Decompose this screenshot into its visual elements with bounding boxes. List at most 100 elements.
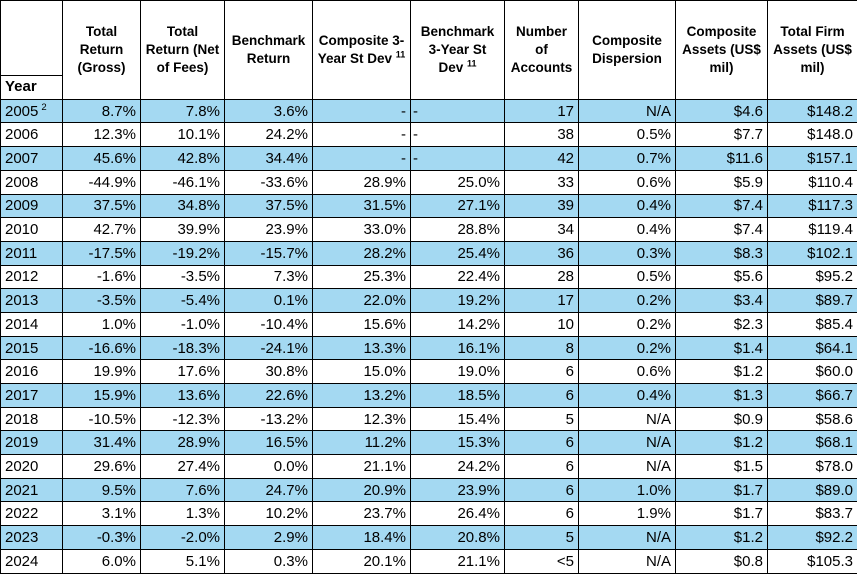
data-cell: 6	[505, 502, 579, 526]
data-cell: 6	[505, 478, 579, 502]
year-cell: 2021	[1, 478, 63, 502]
footnote-ref: 2	[41, 102, 46, 113]
data-cell: -	[411, 123, 505, 147]
data-cell: 24.7%	[225, 478, 313, 502]
data-cell: 15.4%	[411, 407, 505, 431]
data-cell: 10	[505, 312, 579, 336]
data-cell: 0.3%	[579, 241, 676, 265]
data-cell: 27.1%	[411, 194, 505, 218]
data-cell: 6.0%	[63, 549, 141, 573]
data-cell: 18.4%	[313, 526, 411, 550]
data-cell: $78.0	[768, 455, 857, 479]
header-row: Year Total Return (Gross) Total Return (…	[1, 1, 857, 100]
data-cell: 15.3%	[411, 431, 505, 455]
data-cell: 42	[505, 147, 579, 171]
data-cell: -10.4%	[225, 312, 313, 336]
data-cell: $8.3	[676, 241, 768, 265]
year-header-label: Year	[1, 76, 62, 99]
data-cell: $0.9	[676, 407, 768, 431]
data-cell: $1.4	[676, 336, 768, 360]
data-cell: $89.0	[768, 478, 857, 502]
data-cell: 14.2%	[411, 312, 505, 336]
data-cell: $157.1	[768, 147, 857, 171]
data-cell: N/A	[579, 99, 676, 123]
data-cell: $7.4	[676, 194, 768, 218]
data-cell: 0.4%	[579, 384, 676, 408]
data-cell: 0.5%	[579, 265, 676, 289]
data-cell: 15.9%	[63, 384, 141, 408]
data-cell: $1.2	[676, 526, 768, 550]
data-cell: 17	[505, 99, 579, 123]
data-cell: 34.4%	[225, 147, 313, 171]
data-cell: $148.0	[768, 123, 857, 147]
data-cell: N/A	[579, 407, 676, 431]
data-cell: 25.4%	[411, 241, 505, 265]
column-header-benchmark-3yr-stdev: Benchmark 3-Year St Dev 11	[411, 1, 505, 100]
data-cell: N/A	[579, 431, 676, 455]
data-cell: $102.1	[768, 241, 857, 265]
data-cell: 38	[505, 123, 579, 147]
data-cell: $68.1	[768, 431, 857, 455]
year-cell: 2023	[1, 526, 63, 550]
data-cell: 17	[505, 289, 579, 313]
data-cell: -16.6%	[63, 336, 141, 360]
data-cell: 39.9%	[141, 218, 225, 242]
column-header-number-of-accounts: Number of Accounts	[505, 1, 579, 100]
data-cell: 19.9%	[63, 360, 141, 384]
data-cell: 21.1%	[411, 549, 505, 573]
data-cell: 12.3%	[63, 123, 141, 147]
data-cell: 0.2%	[579, 336, 676, 360]
data-cell: 1.0%	[579, 478, 676, 502]
data-cell: $119.4	[768, 218, 857, 242]
data-cell: 27.4%	[141, 455, 225, 479]
data-cell: 0.2%	[579, 312, 676, 336]
data-cell: 1.0%	[63, 312, 141, 336]
data-cell: $3.4	[676, 289, 768, 313]
data-cell: 26.4%	[411, 502, 505, 526]
column-header-year: Year	[1, 1, 63, 100]
data-cell: -	[313, 123, 411, 147]
column-header-composite-assets: Composite Assets (US$ mil)	[676, 1, 768, 100]
data-cell: 20.1%	[313, 549, 411, 573]
data-cell: $1.7	[676, 502, 768, 526]
data-cell: 23.9%	[225, 218, 313, 242]
data-cell: 3.6%	[225, 99, 313, 123]
data-cell: 10.1%	[141, 123, 225, 147]
data-cell: 9.5%	[63, 478, 141, 502]
year-cell: 2009	[1, 194, 63, 218]
data-cell: $95.2	[768, 265, 857, 289]
data-cell: -	[411, 99, 505, 123]
data-cell: 1.9%	[579, 502, 676, 526]
data-cell: 30.8%	[225, 360, 313, 384]
data-cell: 13.3%	[313, 336, 411, 360]
year-cell: 2008	[1, 170, 63, 194]
data-cell: 28.2%	[313, 241, 411, 265]
data-cell: $85.4	[768, 312, 857, 336]
column-header-composite-3yr-stdev: Composite 3-Year St Dev 11	[313, 1, 411, 100]
year-cell: 2019	[1, 431, 63, 455]
data-cell: -33.6%	[225, 170, 313, 194]
data-cell: $2.3	[676, 312, 768, 336]
data-cell: 0.5%	[579, 123, 676, 147]
data-cell: -1.0%	[141, 312, 225, 336]
data-cell: 31.4%	[63, 431, 141, 455]
data-cell: 20.8%	[411, 526, 505, 550]
year-cell: 2017	[1, 384, 63, 408]
data-cell: N/A	[579, 549, 676, 573]
year-cell: 2013	[1, 289, 63, 313]
data-cell: $110.4	[768, 170, 857, 194]
data-cell: -3.5%	[63, 289, 141, 313]
data-cell: $1.2	[676, 431, 768, 455]
data-cell: $60.0	[768, 360, 857, 384]
data-cell: 28.8%	[411, 218, 505, 242]
year-cell: 2011	[1, 241, 63, 265]
data-cell: N/A	[579, 526, 676, 550]
data-cell: -12.3%	[141, 407, 225, 431]
data-cell: 36	[505, 241, 579, 265]
